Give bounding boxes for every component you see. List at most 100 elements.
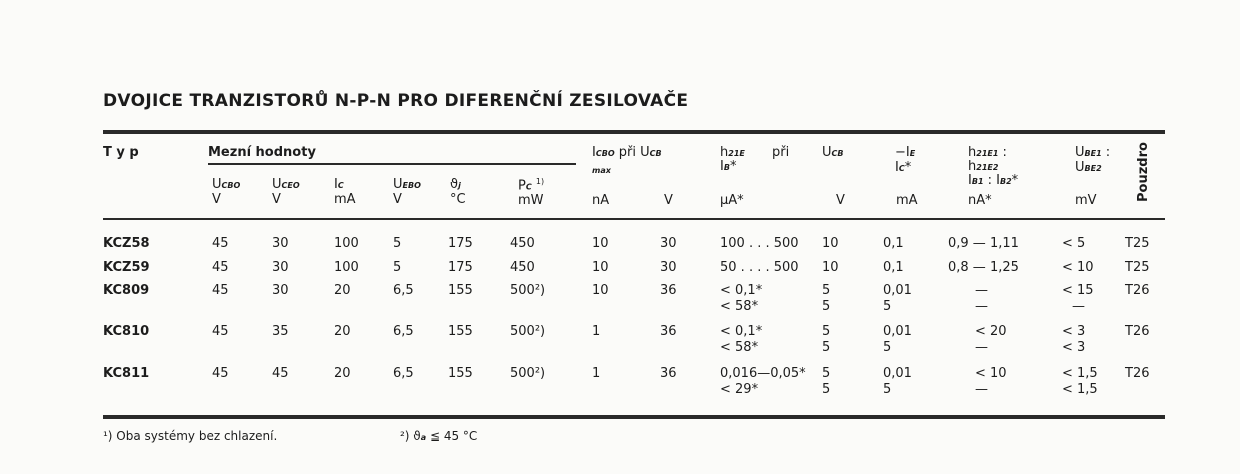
cell-ic: 20	[334, 366, 351, 381]
cell-tj: 155	[448, 366, 473, 381]
cell-icbo: 1	[592, 366, 601, 381]
header-ucbo: UCBO V	[212, 177, 241, 207]
top-rule	[103, 130, 1165, 134]
cell-uceo: 30	[272, 236, 289, 251]
cell-h21e: 50 . . . . 500	[720, 260, 799, 275]
cell-pc: 450	[510, 260, 535, 275]
cell-h-ratio: —	[975, 340, 988, 355]
cell-ube: < 10	[1062, 260, 1094, 275]
cell-ucbo: 45	[212, 260, 229, 275]
cell-tj: 175	[448, 260, 473, 275]
header-mezni-hodnoty: Mezní hodnoty	[208, 145, 316, 160]
header-icbo-unit: nA	[592, 193, 610, 208]
header-ic: IC mA	[334, 177, 356, 207]
cell-pc: 450	[510, 236, 535, 251]
cell-h-ratio: < 20	[975, 324, 1007, 339]
cell-ic: 100	[334, 236, 359, 251]
header-h21e-pri: při	[772, 145, 790, 160]
header-typ: T y p	[103, 145, 139, 160]
header-ib: IB*	[720, 159, 737, 174]
cell-ucb: 10	[822, 260, 839, 275]
cell-ie: 0,1	[883, 260, 904, 275]
cell-ie: 0,01	[883, 366, 912, 381]
cell-h-ratio: —	[975, 283, 988, 298]
cell-ucbo: 45	[212, 366, 229, 381]
cell-uceo: 35	[272, 324, 289, 339]
header-h21e-unit: μA*	[720, 193, 744, 208]
header-ie: −IE IC*	[895, 145, 916, 175]
cell-uebo: 5	[393, 260, 402, 275]
cell-ucb: 10	[822, 236, 839, 251]
header-ube: UBE1 : UBE2	[1075, 145, 1111, 175]
cell-h-ratio: 0,8 — 1,25	[948, 260, 1019, 275]
cell-h21e: < 0,1*	[720, 283, 763, 298]
cell-ucb: 5	[822, 340, 831, 355]
cell-icbo: 1	[592, 324, 601, 339]
header-ucb-unit: V	[836, 193, 845, 208]
cell-ucb: 5	[822, 382, 831, 397]
header-icbo: ICBO při UCB	[592, 145, 662, 160]
header-pc: PC 1) mW	[518, 177, 545, 209]
cell-h21e: < 58*	[720, 299, 759, 314]
cell-h21e: < 58*	[720, 340, 759, 355]
cell-pouzdro: T26	[1125, 283, 1150, 298]
cell-ube: < 3	[1062, 340, 1086, 355]
header-h21e: h21E	[720, 145, 745, 160]
cell-ic: 20	[334, 324, 351, 339]
cell-ucb1: 36	[660, 283, 677, 298]
cell-ucb1: 36	[660, 366, 677, 381]
header-pouzdro: Pouzdro	[1136, 142, 1151, 202]
cell-ucbo: 45	[212, 283, 229, 298]
cell-tj: 155	[448, 283, 473, 298]
cell-tj: 175	[448, 236, 473, 251]
cell-h-ratio: < 10	[975, 366, 1007, 381]
cell-pouzdro: T26	[1125, 324, 1150, 339]
cell-ucb1: 30	[660, 260, 677, 275]
cell-ucb: 5	[822, 283, 831, 298]
cell-pc: 500²)	[510, 283, 546, 298]
bottom-rule	[103, 415, 1165, 419]
cell-ucbo: 45	[212, 236, 229, 251]
header-ie-unit: mA	[896, 193, 918, 208]
cell-uceo: 45	[272, 366, 289, 381]
cell-ube: < 3	[1062, 324, 1086, 339]
header-ube-unit: mV	[1075, 193, 1097, 208]
cell-icbo: 10	[592, 236, 609, 251]
cell-h21e: 0,016—0,05*	[720, 366, 806, 381]
cell-uceo: 30	[272, 260, 289, 275]
cell-pouzdro: T26	[1125, 366, 1150, 381]
cell-pc: 500²)	[510, 366, 546, 381]
cell-ie: 0,1	[883, 236, 904, 251]
cell-pouzdro: T25	[1125, 236, 1150, 251]
mezni-rule	[208, 163, 576, 165]
table-title: DVOJICE TRANZISTORŮ N-P-N PRO DIFERENČNÍ…	[103, 91, 689, 111]
cell-h21e: 100 . . . 500	[720, 236, 799, 251]
cell-ucbo: 45	[212, 324, 229, 339]
header-h-ratio: h21E1 : h21E2 IB1 : IB2*	[968, 145, 1019, 188]
cell-ube: —	[1072, 299, 1085, 314]
cell-uceo: 30	[272, 283, 289, 298]
cell-h-ratio: —	[975, 299, 988, 314]
cell-ucb1: 30	[660, 236, 677, 251]
header-ucb1-unit: V	[664, 193, 673, 208]
cell-pouzdro: T25	[1125, 260, 1150, 275]
cell-icbo: 10	[592, 260, 609, 275]
cell-ube: < 15	[1062, 283, 1094, 298]
cell-ucb: 5	[822, 324, 831, 339]
cell-ie: 5	[883, 382, 892, 397]
header-icbo-max: max	[592, 166, 611, 175]
cell-ie: 5	[883, 299, 892, 314]
cell-h-ratio: 0,9 — 1,11	[948, 236, 1019, 251]
cell-uebo: 5	[393, 236, 402, 251]
header-ucb: UCB	[822, 145, 844, 160]
header-tj: ϑj °C	[450, 177, 466, 207]
cell-ic: 100	[334, 260, 359, 275]
header-uebo: UEBO V	[393, 177, 421, 207]
cell-h21e: < 0,1*	[720, 324, 763, 339]
cell-uebo: 6,5	[393, 283, 414, 298]
cell-icbo: 10	[592, 283, 609, 298]
header-h-ratio-unit: nA*	[968, 193, 992, 208]
cell-ucb: 5	[822, 366, 831, 381]
cell-uebo: 6,5	[393, 366, 414, 381]
cell-tj: 155	[448, 324, 473, 339]
